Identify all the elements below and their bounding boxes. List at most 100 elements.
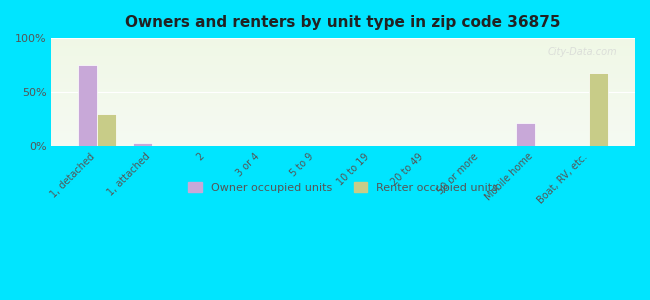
Bar bbox=[51, 0, 635, 106]
Bar bbox=[51, 0, 635, 44]
Bar bbox=[51, 0, 635, 72]
Bar bbox=[51, 17, 635, 126]
Bar bbox=[51, 0, 635, 91]
Bar bbox=[51, 33, 635, 141]
Bar bbox=[51, 26, 635, 134]
Bar bbox=[51, 0, 635, 61]
Bar bbox=[51, 0, 635, 85]
Bar bbox=[515, 123, 535, 146]
Bar bbox=[51, 0, 635, 50]
Bar bbox=[51, 9, 635, 117]
Bar bbox=[51, 38, 635, 146]
Bar bbox=[51, 29, 635, 138]
Bar bbox=[51, 0, 635, 81]
Bar bbox=[51, 0, 635, 42]
Bar bbox=[51, 0, 635, 103]
Bar bbox=[51, 0, 635, 82]
Bar bbox=[51, 0, 635, 62]
Bar bbox=[51, 16, 635, 125]
Bar bbox=[51, 0, 635, 86]
Bar bbox=[51, 0, 635, 100]
Bar bbox=[51, 27, 635, 136]
Bar bbox=[51, 34, 635, 142]
Legend: Owner occupied units, Renter occupied units: Owner occupied units, Renter occupied un… bbox=[184, 178, 502, 197]
Text: City-Data.com: City-Data.com bbox=[548, 47, 617, 57]
Bar bbox=[51, 0, 635, 94]
Bar bbox=[51, 25, 635, 134]
Bar bbox=[51, 0, 635, 109]
Bar bbox=[51, 0, 635, 68]
Bar bbox=[97, 114, 116, 146]
Title: Owners and renters by unit type in zip code 36875: Owners and renters by unit type in zip c… bbox=[125, 15, 561, 30]
Bar bbox=[51, 0, 635, 58]
Bar bbox=[51, 22, 635, 130]
Bar bbox=[51, 4, 635, 113]
Bar bbox=[51, 0, 635, 56]
Bar bbox=[51, 0, 635, 65]
Bar bbox=[51, 0, 635, 76]
Bar bbox=[51, 0, 635, 98]
Bar bbox=[51, 0, 635, 74]
Bar bbox=[51, 0, 635, 75]
Bar bbox=[51, 0, 635, 68]
Bar bbox=[51, 0, 635, 52]
Bar bbox=[51, 2, 635, 111]
Bar bbox=[51, 0, 635, 87]
Bar bbox=[51, 8, 635, 116]
Bar bbox=[51, 0, 635, 51]
Bar bbox=[51, 0, 635, 105]
Bar bbox=[51, 0, 635, 77]
Bar bbox=[590, 73, 608, 146]
Bar bbox=[51, 0, 635, 59]
Bar bbox=[51, 0, 635, 102]
Bar bbox=[51, 20, 635, 128]
Bar bbox=[51, 13, 635, 122]
Bar bbox=[51, 7, 635, 115]
Bar bbox=[51, 1, 635, 110]
Bar bbox=[51, 0, 635, 92]
Bar bbox=[51, 0, 635, 93]
Bar bbox=[51, 0, 635, 56]
Bar bbox=[51, 0, 635, 46]
Bar bbox=[51, 0, 635, 73]
Bar bbox=[51, 6, 635, 114]
Bar bbox=[51, 0, 635, 99]
Bar bbox=[51, 10, 635, 118]
Bar bbox=[51, 0, 635, 60]
Bar bbox=[51, 23, 635, 131]
Bar bbox=[51, 3, 635, 112]
Bar bbox=[51, 0, 635, 84]
Bar bbox=[78, 65, 97, 146]
Bar bbox=[51, 36, 635, 144]
Bar bbox=[51, 0, 635, 80]
Bar bbox=[51, 0, 635, 53]
Bar bbox=[51, 0, 635, 70]
Bar bbox=[133, 143, 152, 146]
Bar bbox=[51, 21, 635, 129]
Bar bbox=[51, 0, 635, 54]
Bar bbox=[51, 0, 635, 41]
Bar bbox=[51, 0, 635, 104]
Bar bbox=[51, 0, 635, 101]
Bar bbox=[51, 19, 635, 127]
Bar bbox=[51, 0, 635, 88]
Bar bbox=[51, 0, 635, 97]
Bar bbox=[51, 0, 635, 107]
Bar bbox=[51, 0, 635, 90]
Bar bbox=[51, 15, 635, 124]
Bar bbox=[51, 0, 635, 39]
Bar bbox=[51, 0, 635, 78]
Bar bbox=[51, 11, 635, 119]
Bar bbox=[51, 0, 635, 48]
Bar bbox=[51, 32, 635, 140]
Bar bbox=[51, 0, 635, 70]
Bar bbox=[51, 24, 635, 132]
Bar bbox=[51, 28, 635, 137]
Bar bbox=[51, 35, 635, 143]
Bar bbox=[51, 0, 635, 45]
Bar bbox=[51, 0, 635, 66]
Bar bbox=[51, 37, 635, 146]
Bar bbox=[51, 0, 635, 64]
Bar bbox=[51, 12, 635, 120]
Bar bbox=[51, 0, 635, 40]
